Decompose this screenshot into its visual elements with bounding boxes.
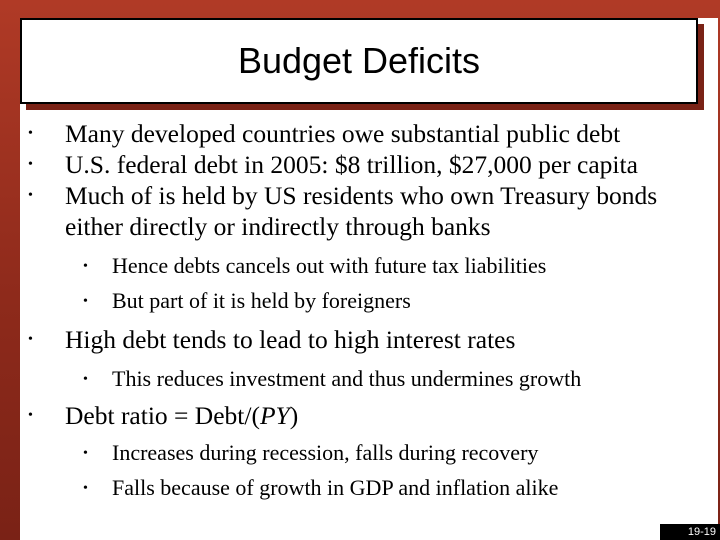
slide-canvas: Budget Deficits • Many developed countri… <box>20 18 718 540</box>
bullet-dot-icon: • <box>83 446 88 461</box>
bullet-text: Many developed countries owe substantial… <box>65 119 621 148</box>
bullet-dot-icon: • <box>28 157 33 172</box>
bullet-text: Increases during recession, falls during… <box>112 440 539 465</box>
bullet-text: But part of it is held by foreigners <box>112 288 411 313</box>
bullet-dot-icon: • <box>28 126 33 141</box>
bullet-dot-icon: • <box>28 188 33 203</box>
bullet-dot-icon: • <box>83 481 88 496</box>
bullet-dot-icon: • <box>83 294 88 309</box>
bullet-dot-icon: • <box>83 372 88 387</box>
bullet-text: Hence debts cancels out with future tax … <box>112 253 547 278</box>
bullet-text: ) <box>289 401 299 430</box>
sub-bullet-item: • This reduces investment and thus under… <box>20 361 720 396</box>
bullet-text: High debt tends to lead to high interest… <box>65 325 516 354</box>
bullet-dot-icon: • <box>28 408 33 423</box>
sub-bullet-item: • Falls because of growth in GDP and inf… <box>20 470 720 505</box>
page-number-tab <box>660 524 720 540</box>
sub-bullet-item: • Increases during recession, falls duri… <box>20 435 720 470</box>
bullet-item: • Many developed countries owe substanti… <box>20 118 720 149</box>
bullet-item: • High debt tends to lead to high intere… <box>20 324 720 355</box>
title-frame: Budget Deficits <box>20 18 706 112</box>
bullet-continuation: either directly or indirectly through ba… <box>20 211 720 242</box>
bullet-item: • Debt ratio = Debt/(PY) <box>20 400 720 431</box>
bullet-dot-icon: • <box>28 332 33 347</box>
slide-title: Budget Deficits <box>237 40 481 81</box>
bullet-text: Falls because of growth in GDP and infla… <box>112 475 559 500</box>
bullet-item: • Much of is held by US residents who ow… <box>20 180 720 211</box>
bullet-text: This reduces investment and thus undermi… <box>112 366 582 391</box>
bullet-text: either directly or indirectly through ba… <box>65 212 491 241</box>
bullet-dot-icon: • <box>83 259 88 274</box>
title-box: Budget Deficits <box>20 18 698 104</box>
sub-bullet-item: • But part of it is held by foreigners <box>20 283 720 318</box>
bullet-text: U.S. federal debt in 2005: $8 trillion, … <box>65 150 638 179</box>
page-number: 19-19 <box>687 526 716 538</box>
bullet-item: • U.S. federal debt in 2005: $8 trillion… <box>20 149 720 180</box>
sub-bullet-item: • Hence debts cancels out with future ta… <box>20 248 720 283</box>
bullet-text-italic: PY <box>259 401 290 430</box>
bullet-text: Debt ratio = Debt/( <box>65 401 260 430</box>
bullet-list: • Many developed countries owe substanti… <box>20 118 720 505</box>
bullet-text: Much of is held by US residents who own … <box>65 181 658 210</box>
